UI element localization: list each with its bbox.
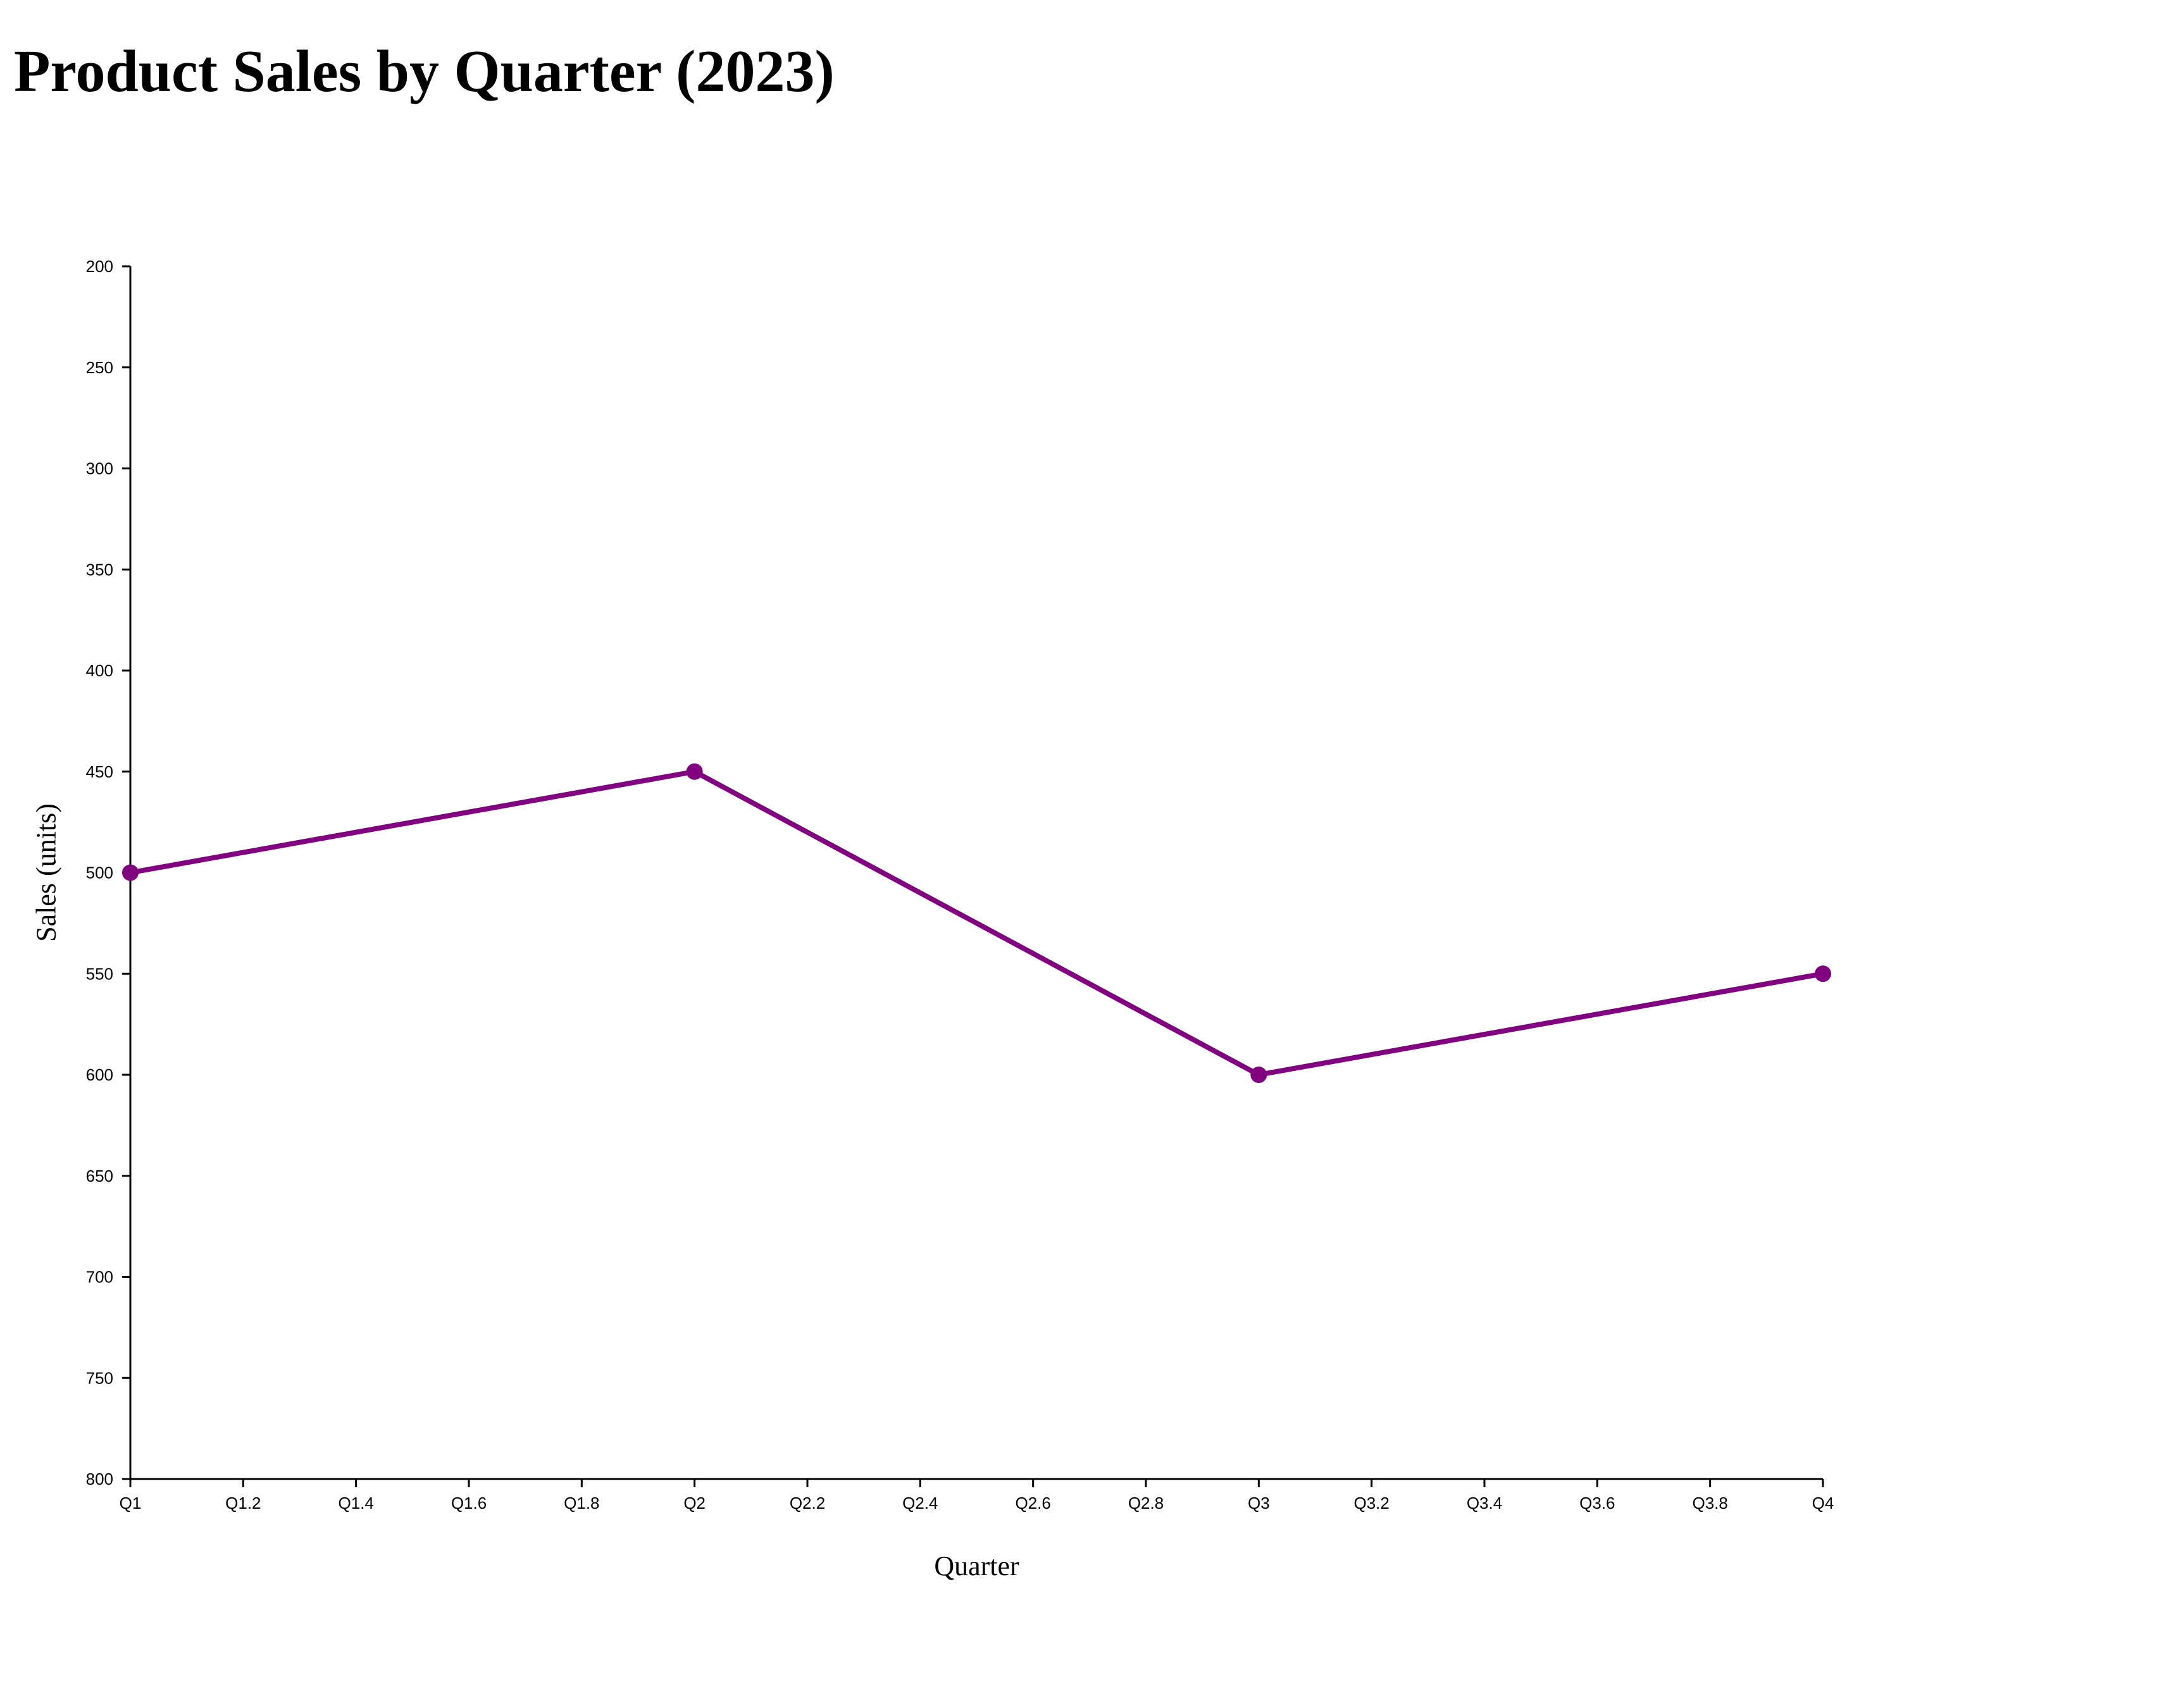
x-tick-label: Q1.4 bbox=[338, 1494, 373, 1513]
data-point-q2[interactable] bbox=[686, 763, 703, 780]
y-tick-label: 200 bbox=[86, 257, 113, 276]
y-tick-label: 700 bbox=[86, 1268, 113, 1287]
x-axis: Q1 Q1.2 Q1.4 Q1.6 Q1.8 Q2 Q2.2 Q2.4 Q2.6 Q2.8 Q3 Q3… bbox=[120, 1478, 1834, 1513]
y-tick-label: 800 bbox=[86, 1470, 113, 1488]
x-tick-label: Q1 bbox=[120, 1494, 142, 1513]
x-tick-label: Q1.2 bbox=[225, 1494, 261, 1513]
x-axis-title: Quarter bbox=[934, 1550, 1019, 1581]
y-tick-label: 500 bbox=[86, 863, 113, 882]
x-tick-label: Q3 bbox=[1248, 1494, 1270, 1513]
y-tick-label: 650 bbox=[86, 1167, 113, 1185]
x-tick-label: Q3.2 bbox=[1353, 1494, 1389, 1513]
x-tick-label: Q1.6 bbox=[451, 1494, 487, 1513]
x-tick-label: Q2.6 bbox=[1015, 1494, 1050, 1513]
x-tick-label: Q3.6 bbox=[1579, 1494, 1615, 1513]
y-tick-label: 750 bbox=[86, 1368, 113, 1387]
data-point-q3[interactable] bbox=[1250, 1067, 1267, 1083]
x-tick-label: Q1.8 bbox=[564, 1494, 599, 1513]
x-tick-label: Q2 bbox=[683, 1494, 706, 1513]
x-tick-label: Q2.4 bbox=[902, 1494, 938, 1513]
series-layer bbox=[122, 763, 1831, 1083]
x-tick-label: Q2.2 bbox=[790, 1494, 825, 1513]
x-tick-label: Q3.4 bbox=[1467, 1494, 1502, 1513]
x-tick-label: Q3.8 bbox=[1692, 1494, 1727, 1513]
y-tick-label: 550 bbox=[86, 964, 113, 983]
y-tick-label: 400 bbox=[86, 661, 113, 680]
x-tick-label: Q4 bbox=[1812, 1494, 1834, 1513]
y-axis: 200 250 300 350 400 450 500 550 600 650 700 750 800 bbox=[86, 257, 132, 1488]
x-tick-label: Q2.8 bbox=[1128, 1494, 1164, 1513]
y-axis-title: Sales (units) bbox=[30, 803, 61, 942]
chart-title: Product Sales by Quarter (2023) bbox=[14, 39, 835, 104]
series-line bbox=[128, 769, 1825, 1077]
y-tick-label: 350 bbox=[86, 560, 113, 579]
y-tick-label: 450 bbox=[86, 762, 113, 781]
y-tick-label: 600 bbox=[86, 1065, 113, 1084]
data-point-q1[interactable] bbox=[122, 864, 139, 881]
y-tick-label: 250 bbox=[86, 358, 113, 377]
data-point-q4[interactable] bbox=[1815, 965, 1831, 982]
y-tick-label: 300 bbox=[86, 459, 113, 478]
